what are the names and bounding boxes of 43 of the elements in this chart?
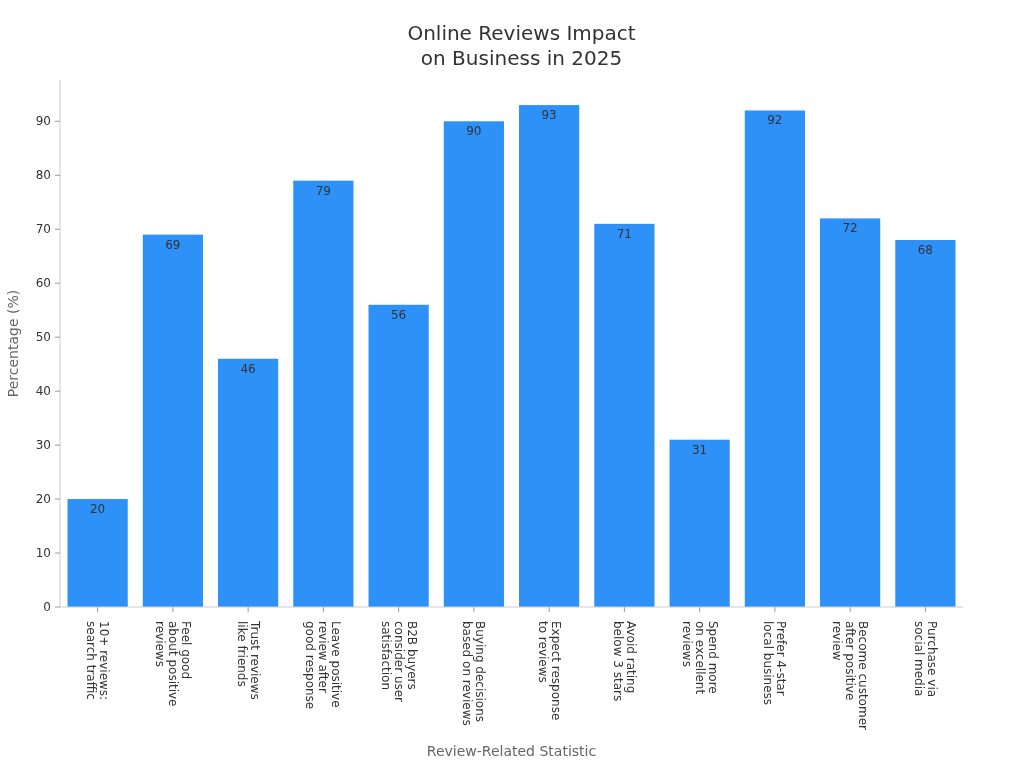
y-tick-label: 50 <box>35 330 51 345</box>
bar <box>218 358 279 607</box>
x-tick-label: 10+ reviews: search traffic <box>84 621 112 701</box>
x-axis-title: Review-Related Statistic <box>426 743 597 759</box>
data-label: 71 <box>616 226 633 241</box>
x-tick-label: Trust reviews like friends <box>234 620 262 700</box>
bar <box>368 304 429 607</box>
x-tick-label: Spend more on excellent reviews <box>679 621 720 695</box>
y-tick-label: 90 <box>35 114 51 129</box>
data-label: 46 <box>240 361 256 376</box>
y-tick-label: 30 <box>35 438 51 453</box>
y-tick-label: 20 <box>35 492 51 507</box>
y-tick-label: 40 <box>35 384 51 399</box>
bar <box>669 439 730 607</box>
bar <box>142 234 203 607</box>
chart-title: Online Reviews Impact on Business in 2025 <box>407 21 636 70</box>
bar <box>519 105 580 607</box>
y-tick-label: 0 <box>43 600 51 614</box>
data-label: 72 <box>842 221 858 236</box>
bar <box>820 218 881 607</box>
data-label: 93 <box>541 108 557 123</box>
data-label: 90 <box>466 124 482 139</box>
y-tick-label: 70 <box>35 222 51 237</box>
data-label: 20 <box>89 502 106 517</box>
data-label: 68 <box>917 243 934 258</box>
x-tick-label: Feel good about positive reviews <box>152 621 193 707</box>
bar <box>293 180 354 607</box>
bar <box>895 240 956 607</box>
bar <box>594 223 655 607</box>
bar <box>744 110 805 607</box>
y-tick-label: 80 <box>35 168 51 183</box>
y-tick-label: 10 <box>35 546 51 561</box>
y-axis-title: Percentage (%) <box>5 289 21 398</box>
data-label: 79 <box>315 183 332 198</box>
data-label: 69 <box>165 237 181 252</box>
data-label: 31 <box>691 442 708 457</box>
x-tick-label: Expect response to reviews <box>535 621 563 721</box>
y-tick-label: 60 <box>35 276 51 291</box>
x-tick-label: Become customer after positive review <box>830 621 871 731</box>
bar <box>443 121 504 607</box>
bar <box>67 499 128 607</box>
data-label: 56 <box>390 307 407 322</box>
data-label: 92 <box>767 113 783 128</box>
